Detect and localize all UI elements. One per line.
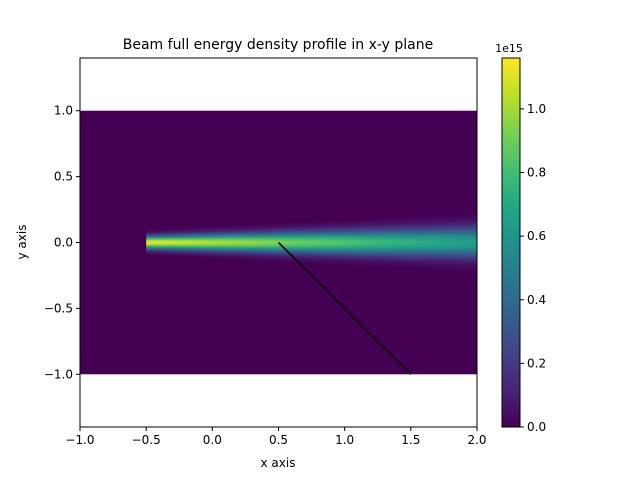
beam-strip [184, 228, 191, 257]
beam-strip [195, 228, 202, 257]
beam-strip [306, 222, 313, 263]
beam-strip [443, 215, 451, 270]
beam-strip [460, 214, 467, 271]
beam-strip [168, 229, 175, 256]
colorbar-ticks: 0.0 0.2 0.4 0.6 0.8 1.0 [520, 102, 546, 434]
x-axis-label: x axis [261, 456, 296, 470]
y-tick-label: 0.0 [54, 236, 73, 250]
beam-strip [372, 219, 379, 266]
beam-strip [157, 229, 164, 256]
beam-strip [217, 226, 224, 259]
beam-strip [206, 227, 213, 258]
beam-strip [261, 224, 269, 261]
beam-strip [328, 221, 335, 264]
beam-strip [173, 229, 180, 256]
beam-strip [388, 218, 395, 267]
y-axis-label: y axis [15, 225, 29, 260]
beam-strip [284, 223, 291, 262]
x-tick-label: 2.0 [467, 433, 486, 447]
colorbar: 0.0 0.2 0.4 0.6 0.8 1.0 1e15 [495, 42, 546, 434]
beam-strip [228, 226, 235, 259]
beam-strip [394, 218, 401, 267]
beam-strip [421, 216, 428, 269]
beam-strip [471, 214, 477, 271]
x-axis: −1.0 −0.5 0.0 0.5 1.0 1.5 2.0 [65, 427, 487, 447]
beam-strip [454, 215, 462, 270]
colorbar-tick-label: 0.0 [527, 420, 546, 434]
colorbar-tick-label: 0.2 [527, 356, 546, 370]
beam-strip [162, 229, 169, 256]
chart-title: Beam full energy density profile in x-y … [123, 37, 433, 53]
beam-strip [278, 223, 285, 262]
beam-strip [146, 230, 153, 255]
colorbar-gradient [502, 58, 520, 427]
beam-strip [416, 216, 423, 269]
beam-strip [449, 215, 456, 270]
beam-strip [322, 221, 329, 264]
beam-strip [355, 219, 362, 266]
beam-strip [361, 219, 368, 266]
y-tick-label: 1.0 [54, 104, 73, 118]
beam-strip [250, 225, 258, 260]
y-tick-label: −1.0 [44, 367, 73, 381]
beam-heatmap [146, 214, 477, 271]
beam-strip [272, 224, 280, 261]
beam-strip [438, 215, 445, 270]
colorbar-frame [501, 57, 521, 428]
x-tick-label: −0.5 [132, 433, 161, 447]
beam-strip [223, 226, 230, 259]
colorbar-scale-label: 1e15 [495, 42, 523, 55]
beam-strip [427, 216, 434, 269]
overlay-line [277, 241, 412, 375]
beam-strip [245, 225, 252, 260]
beam-strip [383, 218, 390, 267]
beam-strip [212, 227, 219, 258]
beam-strip [339, 220, 346, 265]
beam-strip [350, 220, 357, 265]
beam-strip [432, 216, 440, 269]
beam-strip [295, 223, 302, 262]
beam-strip [465, 214, 473, 271]
y-axis: −1.0 −0.5 0.0 0.5 1.0 [44, 104, 80, 381]
plot-area [80, 110, 477, 375]
beam-strip [366, 219, 373, 266]
beam-strip [317, 221, 324, 264]
colorbar-tick-label: 0.4 [527, 293, 546, 307]
beam-strip [377, 218, 384, 267]
beam-strip [311, 222, 318, 263]
beam-strip [410, 217, 417, 268]
beam-strip [399, 217, 406, 268]
x-tick-label: −1.0 [65, 433, 94, 447]
beam-strip [239, 225, 247, 260]
beam-strip [267, 224, 274, 261]
beam-strip [234, 226, 241, 259]
beam-strip [201, 227, 208, 258]
beam-strip [151, 230, 158, 255]
y-tick-label: 0.5 [54, 170, 73, 184]
beam-strip [300, 222, 307, 263]
x-tick-label: 1.5 [401, 433, 420, 447]
beam-strip [256, 224, 263, 261]
y-tick-label: −0.5 [44, 301, 73, 315]
beam-strip [289, 223, 296, 262]
colorbar-tick-label: 0.6 [527, 229, 546, 243]
colorbar-tick-label: 1.0 [527, 102, 546, 116]
beam-strip [333, 221, 340, 264]
x-tick-label: 1.0 [335, 433, 354, 447]
beam-strip [344, 220, 351, 265]
x-tick-label: 0.5 [269, 433, 288, 447]
beam-strip [405, 217, 412, 268]
beam-strip [179, 228, 186, 257]
x-tick-label: 0.0 [203, 433, 222, 447]
colorbar-tick-label: 0.8 [527, 166, 546, 180]
beam-strip [190, 228, 197, 257]
